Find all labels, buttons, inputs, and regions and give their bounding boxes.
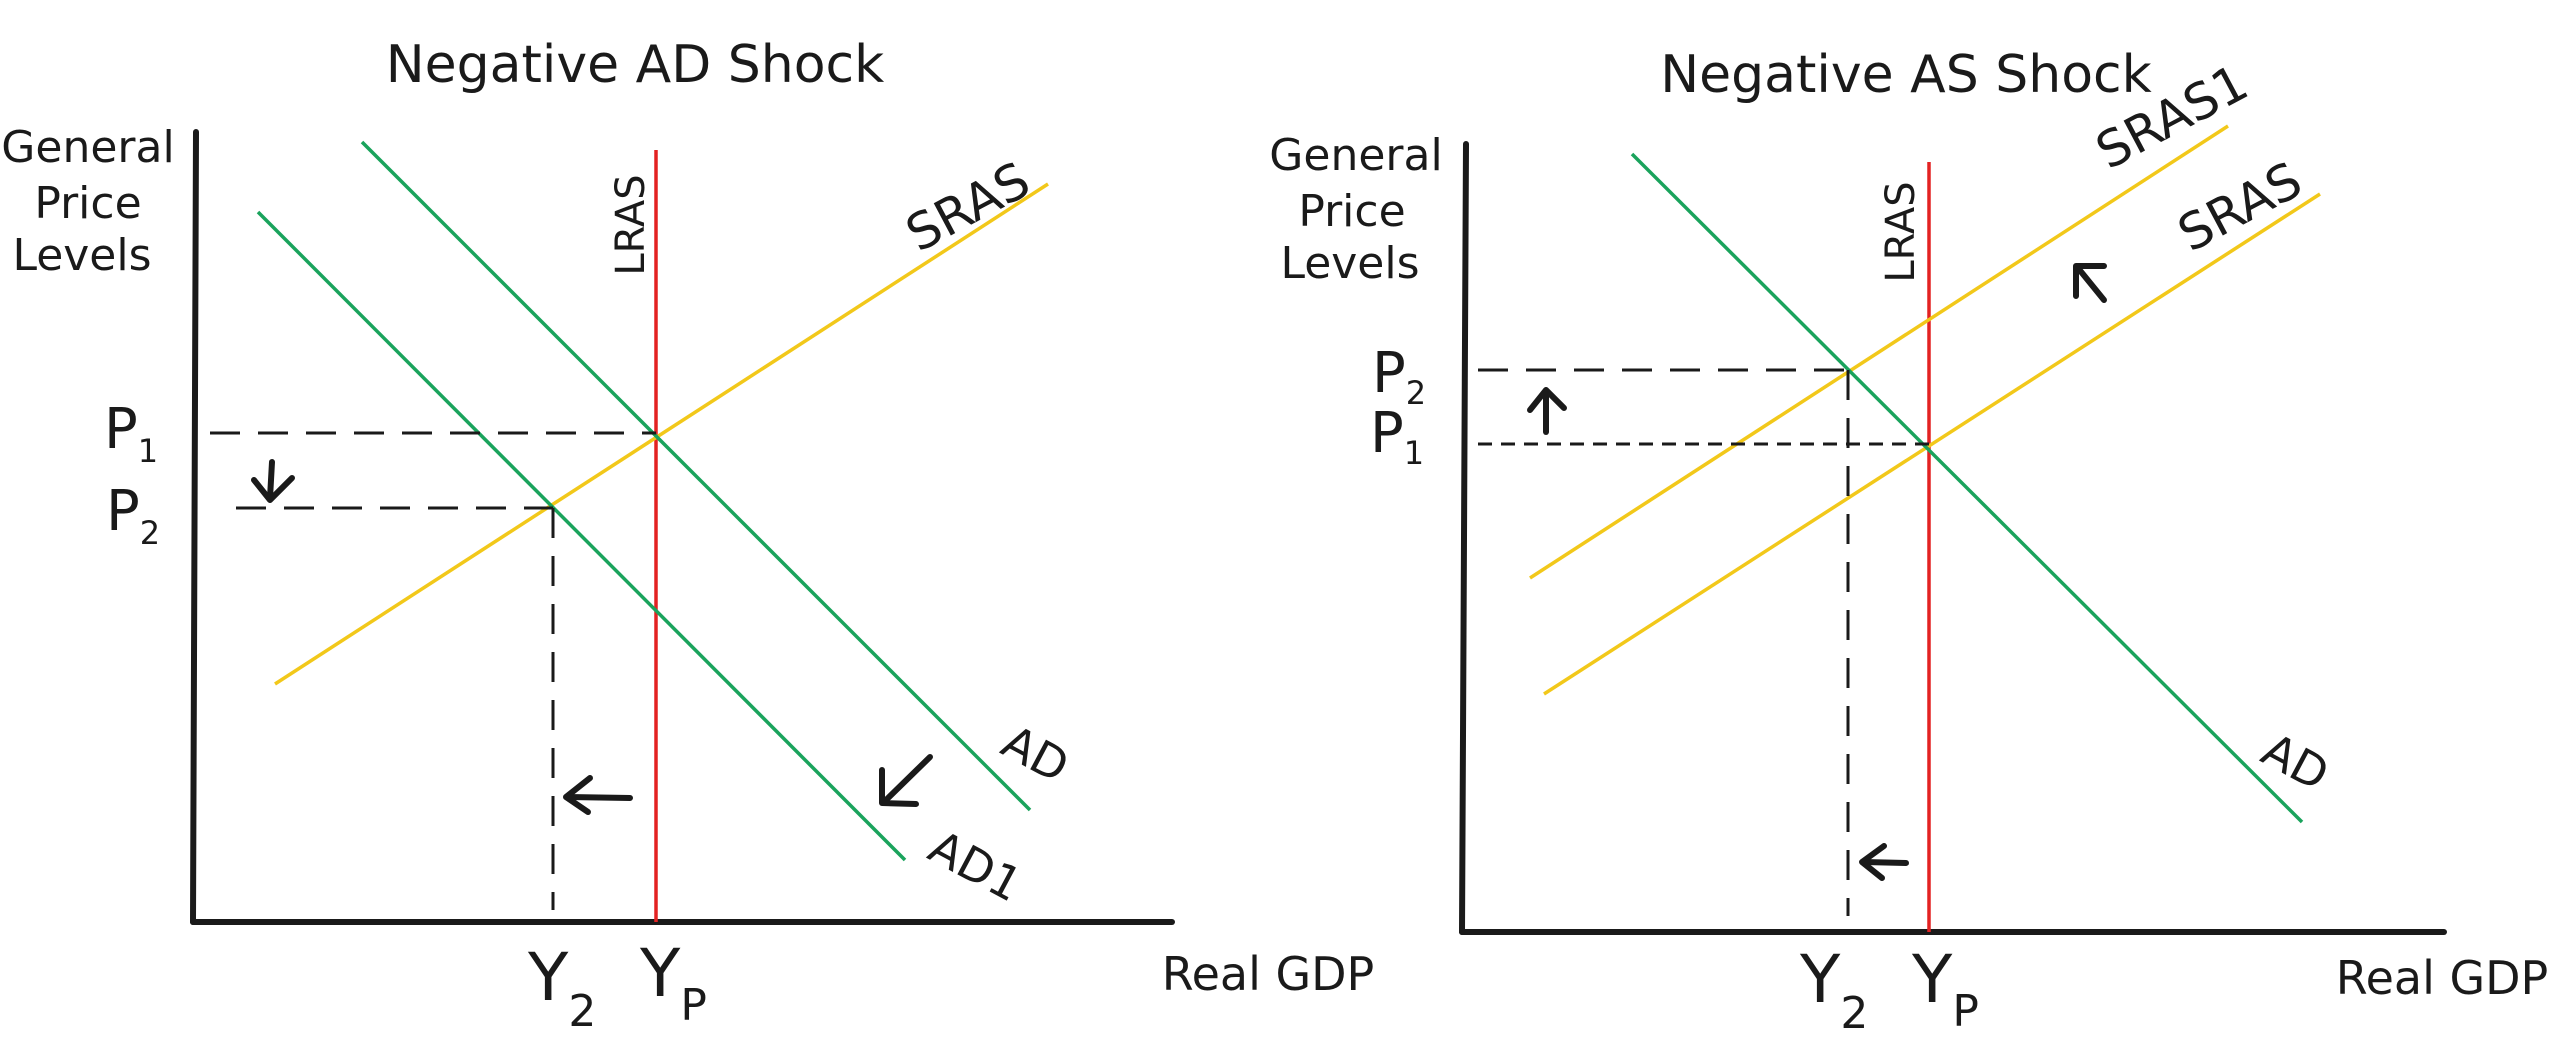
left-lras-label: LRAS <box>608 174 654 275</box>
right-sras-shift-arrow-icon <box>2073 263 2107 303</box>
left-ad1-line <box>256 210 907 862</box>
left-p2-label: P2 <box>106 479 160 552</box>
left-y-axis-label-line3: Levels <box>12 230 151 281</box>
left-price-down-arrow-icon <box>251 459 295 503</box>
right-y-axis-label-line3: Levels <box>1280 238 1419 289</box>
left-panel: Negative AD Shock General Price Levels L… <box>1 35 1374 1037</box>
left-y-axis-label-line2: Price <box>34 178 141 229</box>
left-sras-label: SRAS <box>897 151 1039 263</box>
right-p2-label: P2 <box>1372 341 1426 412</box>
right-sras1-line <box>1529 124 2229 580</box>
left-yp-label: YP <box>639 935 707 1031</box>
right-x-axis-label: Real GDP <box>2336 951 2549 1005</box>
left-ad-line <box>360 140 1032 812</box>
right-y-axis-label-line1: General <box>1269 130 1442 181</box>
left-sras-line <box>274 182 1049 686</box>
right-p1-label: P1 <box>1370 401 1424 472</box>
left-x-axis-label: Real GDP <box>1162 947 1375 1001</box>
left-ad-shift-arrow-icon <box>879 754 933 807</box>
right-y-axis <box>1459 141 1469 935</box>
right-price-up-arrow-icon <box>1527 387 1567 435</box>
left-ad1-label: AD1 <box>920 819 1030 912</box>
right-ad-label: AD <box>2253 722 2337 801</box>
left-y-axis <box>190 129 199 925</box>
right-y-axis-label-line2: Price <box>1298 186 1405 237</box>
left-y-axis-label-line1: General <box>1 122 174 173</box>
right-title: Negative AS Shock <box>1660 45 2152 105</box>
right-yp-label: YP <box>1911 941 1979 1037</box>
left-title: Negative AD Shock <box>386 35 885 95</box>
left-output-left-arrow-icon <box>563 775 633 815</box>
right-output-left-arrow-icon <box>1859 843 1909 881</box>
right-panel: Negative AS Shock General Price Levels L… <box>1269 45 2548 1039</box>
right-sras-line <box>1543 192 2321 696</box>
right-lras-label: LRAS <box>1878 181 1924 282</box>
left-y2-label: Y2 <box>527 939 596 1037</box>
right-ad-line <box>1630 152 2304 824</box>
right-y2-label: Y2 <box>1799 941 1868 1039</box>
left-p1-label: P1 <box>104 397 158 470</box>
left-ad-label: AD <box>993 714 1077 793</box>
